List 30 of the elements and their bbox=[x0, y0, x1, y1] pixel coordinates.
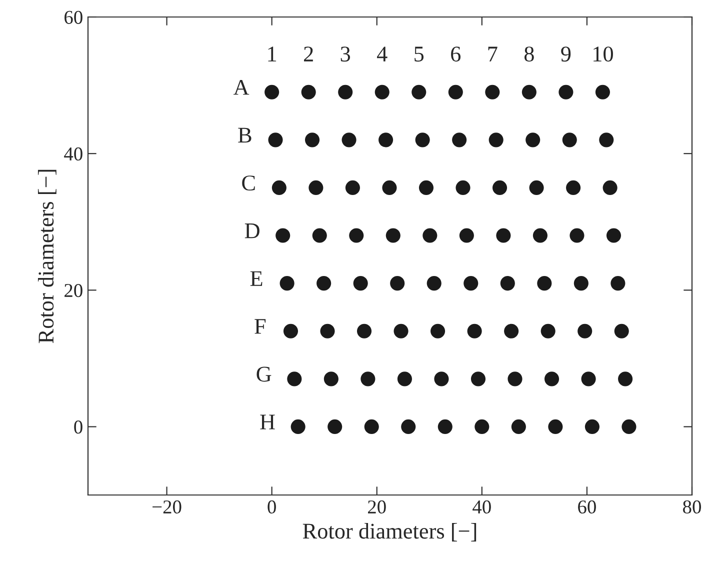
annotation: 6 bbox=[451, 46, 461, 62]
annotation: D bbox=[244, 224, 260, 238]
x-tick-label: 40 bbox=[472, 500, 491, 514]
annotation: 10 bbox=[594, 46, 613, 62]
x-tick-label: 80 bbox=[683, 500, 701, 514]
annotation: 8 bbox=[524, 46, 534, 62]
annotation: 7 bbox=[488, 46, 498, 62]
y-tick-label: 40 bbox=[64, 147, 82, 161]
annotation: C bbox=[242, 176, 255, 190]
y-tick-label: 0 bbox=[74, 420, 82, 434]
annotation: 5 bbox=[414, 46, 424, 62]
annotation: 4 bbox=[377, 46, 388, 62]
annotation: G bbox=[256, 366, 272, 382]
annotation: 9 bbox=[561, 46, 571, 62]
annotation: 2 bbox=[304, 46, 313, 62]
x-tick-label: 60 bbox=[578, 500, 596, 514]
annotation: A bbox=[233, 80, 250, 95]
y-axis-title: Rotor diameters [−] bbox=[38, 170, 56, 344]
annotation: H bbox=[260, 414, 275, 430]
annotation: E bbox=[250, 271, 262, 286]
x-tick-label: 20 bbox=[368, 500, 386, 514]
annotation: 3 bbox=[340, 46, 350, 62]
x-tick-label: 0 bbox=[268, 500, 276, 514]
y-tick-label: 60 bbox=[64, 10, 82, 24]
x-tick-label: −20 bbox=[152, 500, 182, 514]
annotation: F bbox=[254, 319, 266, 334]
x-axis-title: Rotor diameters [−] bbox=[302, 523, 476, 542]
y-tick-label: 20 bbox=[64, 284, 82, 298]
annotation: 1 bbox=[268, 46, 276, 62]
annotation: B bbox=[238, 128, 252, 143]
